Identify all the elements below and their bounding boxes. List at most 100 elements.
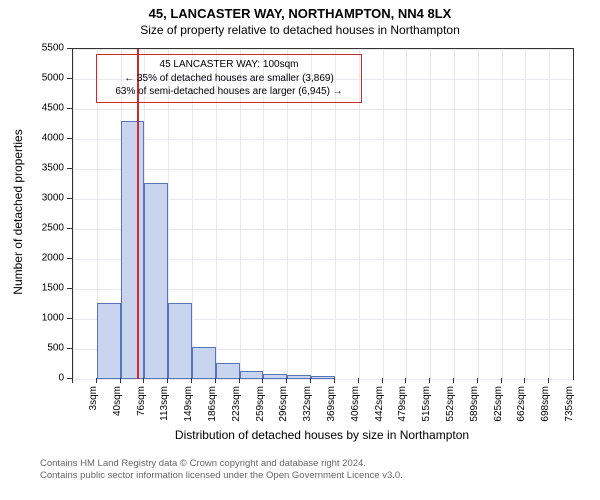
x-tick-label: 662sqm [516,386,527,422]
x-tick-mark [143,378,144,383]
info-box-line: 63% of semi-detached houses are larger (… [103,85,355,99]
grid-line-v [73,49,74,379]
grid-line-h [73,49,573,50]
x-tick-label: 3sqm [88,386,99,410]
grid-line-v [478,49,479,379]
histogram-bar [121,121,145,379]
x-tick-mark [405,378,406,383]
footer-line-2: Contains public sector information licen… [40,470,403,482]
x-tick-label: 369sqm [326,386,337,422]
x-tick-mark [72,378,73,383]
y-tick-label: 5500 [32,43,64,54]
y-tick-label: 3000 [32,193,64,204]
title-sub: Size of property relative to detached ho… [0,21,600,37]
x-tick-label: 186sqm [207,386,218,422]
x-tick-mark [382,378,383,383]
y-tick-mark [67,48,72,49]
x-tick-label: 589sqm [469,386,480,422]
x-tick-label: 406sqm [350,386,361,422]
x-tick-label: 76sqm [136,386,147,416]
histogram-bar [216,363,240,379]
x-tick-mark [262,378,263,383]
y-tick-label: 4000 [32,133,64,144]
x-tick-label: 698sqm [540,386,551,422]
x-tick-label: 223sqm [231,386,242,422]
info-box-line: 45 LANCASTER WAY: 100sqm [103,58,355,72]
y-tick-mark [67,318,72,319]
x-tick-mark [477,378,478,383]
x-tick-label: 259sqm [255,386,266,422]
y-tick-label: 5000 [32,73,64,84]
info-box: 45 LANCASTER WAY: 100sqm← 35% of detache… [96,54,362,103]
grid-line-v [549,49,550,379]
x-tick-mark [191,378,192,383]
grid-line-v [454,49,455,379]
x-tick-label: 479sqm [397,386,408,422]
x-tick-mark [215,378,216,383]
footer-attribution: Contains HM Land Registry data © Crown c… [40,458,403,483]
x-tick-label: 113sqm [159,386,170,421]
x-tick-label: 149sqm [183,386,194,422]
y-tick-mark [67,168,72,169]
y-tick-label: 500 [32,343,64,354]
grid-line-v [383,49,384,379]
x-tick-label: 515sqm [421,386,432,422]
info-box-line: ← 35% of detached houses are smaller (3,… [103,72,355,86]
x-tick-label: 442sqm [374,386,385,422]
x-tick-label: 332sqm [302,386,313,422]
histogram-bar [192,347,216,379]
y-tick-mark [67,108,72,109]
histogram-bar [144,183,168,379]
grid-line-h [73,379,573,380]
y-axis-label: Number of detached properties [11,122,25,302]
footer-line-1: Contains HM Land Registry data © Crown c… [40,458,403,470]
x-axis-label: Distribution of detached houses by size … [72,428,572,442]
histogram-bar [311,376,335,379]
histogram-bar [168,303,192,379]
grid-line-v [525,49,526,379]
histogram-bar [287,375,311,379]
x-tick-mark [429,378,430,383]
y-tick-label: 3500 [32,163,64,174]
y-tick-mark [67,288,72,289]
y-tick-mark [67,78,72,79]
x-tick-mark [310,378,311,383]
y-tick-label: 1500 [32,283,64,294]
x-tick-mark [286,378,287,383]
histogram-bar [97,303,121,379]
y-tick-mark [67,138,72,139]
y-tick-label: 2500 [32,223,64,234]
y-tick-label: 2000 [32,253,64,264]
grid-line-v [406,49,407,379]
x-tick-label: 296sqm [278,386,289,422]
x-tick-mark [334,378,335,383]
title-main: 45, LANCASTER WAY, NORTHAMPTON, NN4 8LX [0,0,600,21]
grid-line-v [502,49,503,379]
y-tick-mark [67,228,72,229]
y-tick-mark [67,258,72,259]
x-tick-label: 625sqm [493,386,504,422]
y-tick-mark [67,348,72,349]
x-tick-label: 552sqm [445,386,456,422]
grid-line-h [73,109,573,110]
grid-line-h [73,139,573,140]
grid-line-v [430,49,431,379]
y-tick-label: 1000 [32,313,64,324]
grid-line-h [73,169,573,170]
x-tick-mark [120,378,121,383]
x-tick-mark [96,378,97,383]
x-tick-mark [501,378,502,383]
x-tick-mark [239,378,240,383]
x-tick-mark [167,378,168,383]
y-tick-label: 4500 [32,103,64,114]
x-tick-label: 735sqm [564,386,575,422]
y-tick-mark [67,198,72,199]
x-tick-mark [453,378,454,383]
x-tick-label: 40sqm [112,386,123,416]
histogram-bar [263,374,287,379]
histogram-bar [240,371,264,379]
x-tick-mark [548,378,549,383]
x-tick-mark [358,378,359,383]
y-tick-label: 0 [32,373,64,384]
x-tick-mark [524,378,525,383]
